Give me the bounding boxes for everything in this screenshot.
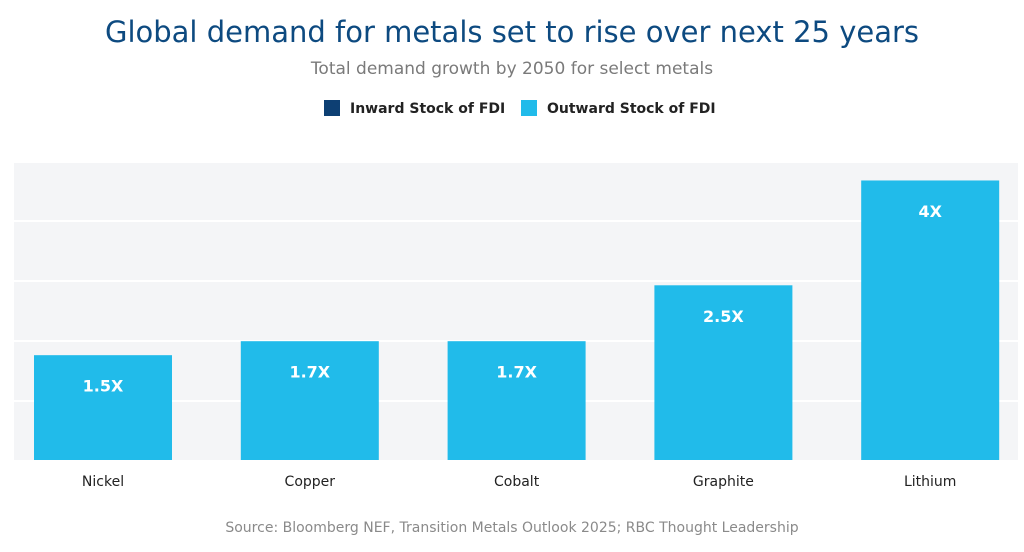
source-note: Source: Bloomberg NEF, Transition Metals… [225,520,798,536]
value-label: 1.7X [289,363,330,382]
legend-label: Outward Stock of FDI [547,101,716,117]
value-label: 1.5X [83,377,124,396]
x-tick-label: Graphite [693,474,754,490]
legend-label: Inward Stock of FDI [350,101,505,117]
chart-title: Global demand for metals set to rise ove… [105,15,919,49]
x-tick-label: Lithium [904,474,956,490]
x-tick-label: Cobalt [494,474,540,490]
x-tick-label: Nickel [82,474,124,490]
bar [861,180,1000,460]
bar [34,355,172,460]
chart-subtitle: Total demand growth by 2050 for select m… [310,59,713,79]
value-label: 2.5X [703,307,744,326]
bar [447,341,586,460]
bar [654,285,793,460]
value-label: 1.7X [496,363,537,382]
legend-swatch [521,100,537,116]
x-tick-label: Copper [285,474,336,490]
value-label: 4X [918,202,942,221]
bar [240,341,379,460]
legend-swatch [324,100,340,116]
